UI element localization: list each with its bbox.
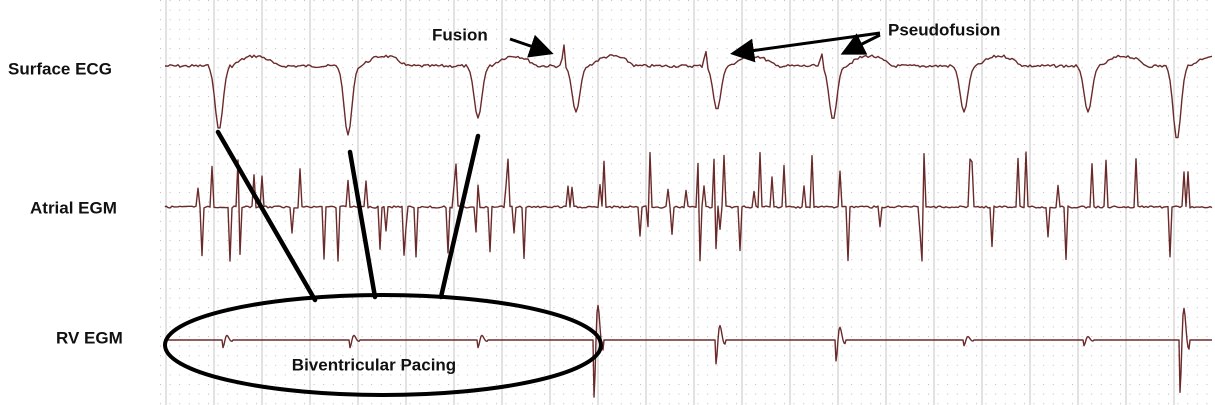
ecg-figure: Surface ECG Atrial EGM RV EGM Biventricu… xyxy=(0,0,1215,405)
row-label: Surface ECG xyxy=(8,59,112,78)
annotation: Fusion xyxy=(432,25,488,44)
row-label: RV EGM xyxy=(56,328,123,347)
annotation: Pseudofusion xyxy=(888,20,1000,39)
row-label: Atrial EGM xyxy=(30,198,117,217)
annotation: Biventricular Pacing xyxy=(292,355,456,374)
